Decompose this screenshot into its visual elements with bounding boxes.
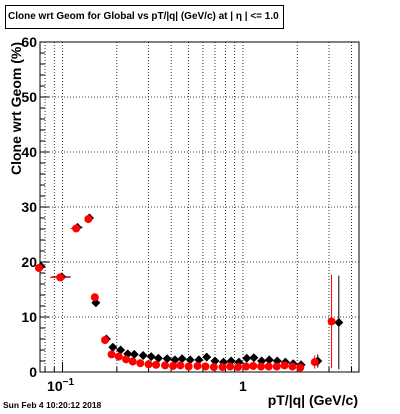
data-point: [184, 362, 193, 371]
data-point: [193, 361, 202, 370]
series-1: [34, 215, 336, 372]
data-point: [136, 359, 145, 368]
data-point: [153, 353, 163, 363]
data-point: [101, 336, 110, 345]
data-point: [249, 361, 258, 370]
y-tick-label: 20: [21, 254, 37, 270]
data-point: [56, 273, 65, 282]
data-point: [114, 352, 123, 361]
data-point: [288, 362, 297, 371]
chart-title: Clone wrt Geom for Global vs pT/|q| (GeV…: [5, 5, 284, 29]
data-point: [144, 360, 153, 369]
data-point: [280, 361, 289, 370]
data-point: [152, 360, 161, 369]
data-point: [242, 362, 251, 371]
data-point: [108, 342, 118, 352]
y-tick-label: 30: [21, 199, 37, 215]
data-point: [129, 349, 139, 359]
data-point: [242, 353, 252, 363]
data-point: [169, 361, 178, 370]
x-axis-label: pT/|q| (GeV/c): [268, 392, 358, 408]
data-point: [138, 351, 148, 360]
data-point: [218, 363, 227, 372]
data-point: [272, 362, 281, 371]
data-point: [334, 318, 344, 327]
data-point: [209, 363, 218, 372]
data-point: [128, 357, 137, 366]
data-point: [122, 355, 131, 364]
data-point: [327, 317, 336, 326]
data-point: [185, 355, 195, 365]
y-tick-label: 60: [21, 34, 37, 50]
data-point: [34, 264, 43, 273]
data-point: [107, 350, 116, 359]
data-point: [264, 362, 273, 371]
grid: [40, 42, 359, 372]
y-tick-label: 40: [21, 144, 37, 160]
data-point: [72, 224, 81, 233]
y-tick-label: 10: [21, 309, 37, 325]
data-point: [249, 353, 259, 363]
x-tick-label: 10−1: [47, 377, 74, 394]
data-point: [201, 362, 210, 371]
footer-timestamp: Sun Feb 4 10:20:12 2018: [3, 400, 102, 410]
y-axis-label: Clone wrt Geom (%): [8, 42, 24, 175]
data-point: [264, 355, 274, 365]
data-point: [84, 215, 93, 224]
tick-labels: 0 10 20 30 40 50 60 10−1 1: [21, 34, 247, 394]
data-point: [161, 361, 170, 370]
data-point: [226, 362, 235, 371]
data-point: [176, 361, 185, 370]
data-point: [177, 354, 187, 364]
data-point: [296, 363, 305, 372]
data-point: [257, 362, 266, 371]
data-point: [202, 352, 212, 362]
data-point: [162, 354, 172, 364]
y-tick-label: 0: [29, 364, 37, 380]
data-point: [116, 345, 126, 355]
data-point: [146, 352, 156, 362]
data-series: [34, 213, 344, 372]
x-tick-label: 1: [239, 378, 247, 394]
data-point: [90, 293, 99, 302]
data-point: [310, 358, 319, 367]
y-tick-label: 50: [21, 89, 37, 105]
data-point: [234, 363, 243, 372]
